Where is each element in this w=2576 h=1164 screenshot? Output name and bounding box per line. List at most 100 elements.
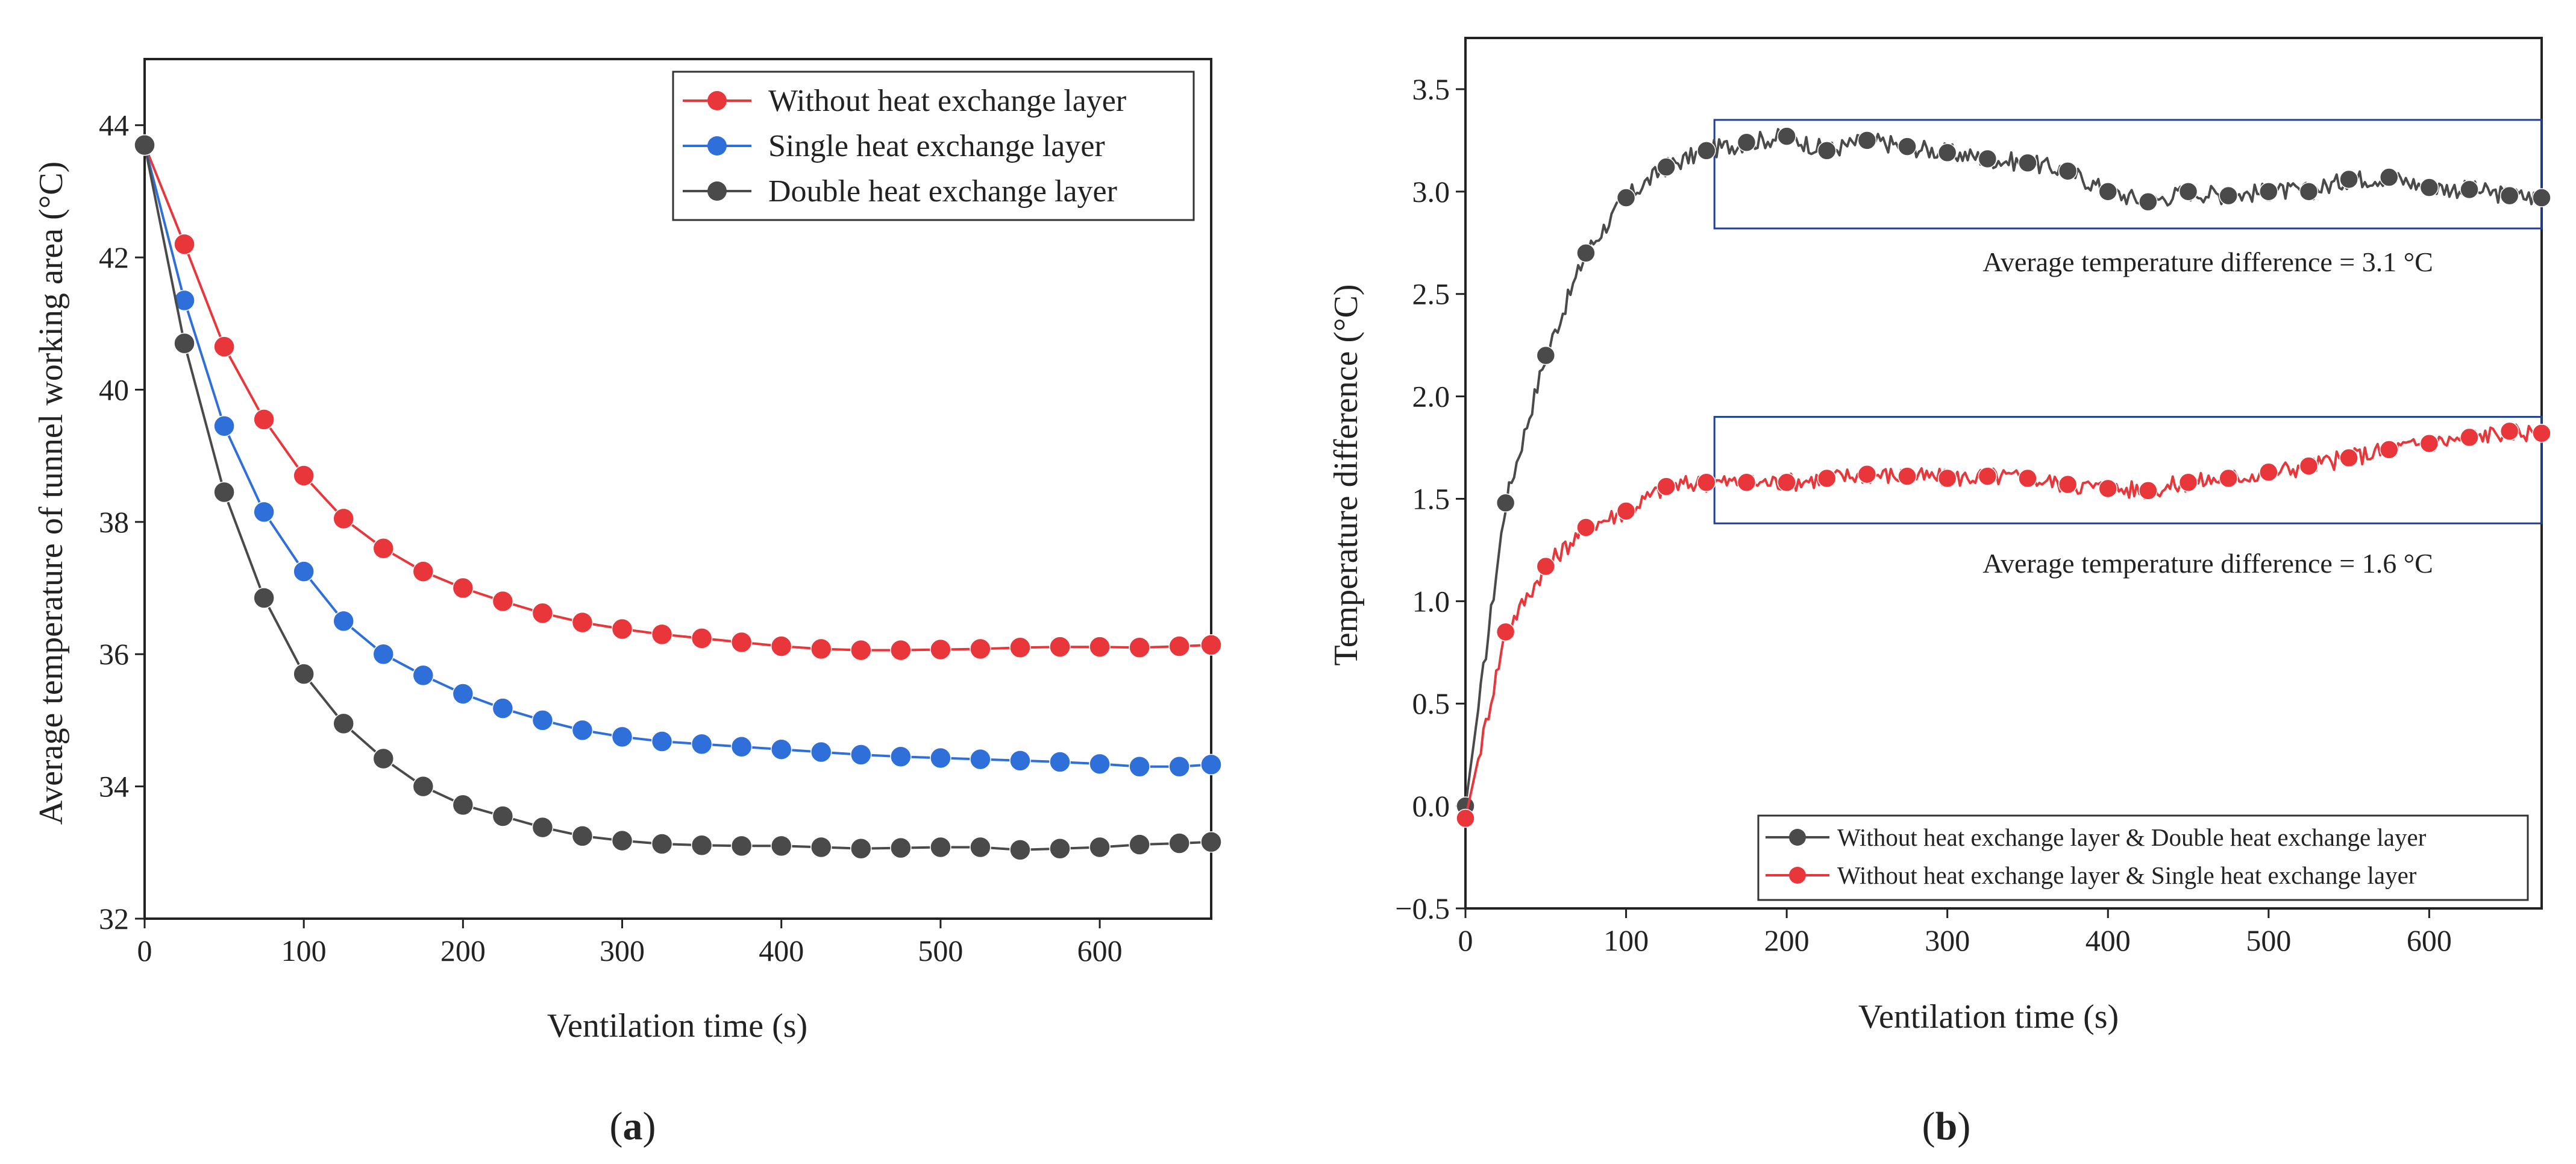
b-plot-series-1-point-24	[2419, 178, 2439, 197]
a-plot-series-1-point-19	[890, 639, 912, 661]
b-plot-series-1-point-27	[2532, 188, 2551, 207]
legend-marker-double	[707, 181, 727, 201]
a-plot-series-3-point-18	[850, 837, 872, 860]
a-plot-series-2-point-16	[770, 738, 792, 760]
a-plot-axes-frame	[143, 58, 1212, 920]
b-plot-axes-frame	[1464, 37, 2543, 910]
a-plot-series-2-point-11	[571, 719, 594, 741]
a-plot-series-1-point-12	[611, 618, 633, 640]
a-plot-series-2-point-21	[970, 748, 991, 770]
a-plot-series-3-point-0	[134, 134, 155, 156]
b-plot-series-1-point-14	[2018, 153, 2037, 173]
a-plot-ytick-label-2: 36	[99, 637, 129, 671]
panel-a-chart: 0 100 200 300 400 500 600 32 34 36 38 40 42 44 Ventil…	[33, 58, 1222, 1148]
panel-a-legend: Without heat exchange layer Single heat …	[672, 71, 1195, 221]
a-plot-series-2-point-9	[492, 697, 514, 719]
b-plot-ytick-label-4: 1.5	[1412, 482, 1450, 515]
a-plot-series-1-point-15	[730, 631, 753, 653]
b-plot-series-2-point-23	[2380, 440, 2399, 459]
a-plot-series-1-point-3	[253, 409, 275, 430]
b-plot-ytick-label-7: 3.0	[1412, 175, 1450, 209]
b-plot-series-2-point-19	[2219, 468, 2238, 488]
b-plot-series-2-point-5	[1656, 477, 1676, 496]
b-plot-ytick-label-5: 2.0	[1412, 380, 1450, 414]
b-plot-series-1-point-11	[1898, 137, 1917, 156]
a-plot-series-2-point-18	[850, 744, 872, 766]
a-plot-series-1-point-1	[174, 233, 195, 255]
a-plot-xtick-label-3: 300	[600, 934, 645, 967]
b-plot-series-1-point-8	[1777, 127, 1796, 146]
a-plot-series-2-point-14	[691, 733, 713, 755]
b-plot-xtick-label-2: 200	[1764, 923, 1810, 957]
a-plot-xtick-label-0: 0	[137, 934, 152, 967]
panel-b-annotation-2: Average temperature difference = 1.6 °C	[1982, 548, 2433, 579]
a-plot-series-3-point-1	[174, 332, 195, 354]
b-plot-series-2-point-20	[2259, 462, 2278, 482]
panel-a-legend-label-3: Double heat exchange layer	[768, 174, 1117, 209]
a-plot-series-3-point-22	[1009, 839, 1031, 861]
a-plot-ytick-label-1: 34	[99, 770, 129, 804]
b-plot-series-1-line	[1464, 128, 2543, 807]
a-plot-series-2-point-19	[890, 746, 912, 768]
a-plot-series-1-point-10	[531, 602, 554, 624]
panel-b-legend-box	[1757, 814, 2529, 901]
b-plot-series-1-point-23	[2380, 168, 2399, 187]
b-plot-series-2-point-8	[1777, 473, 1796, 492]
a-plot-series-1-point-22	[1009, 637, 1031, 659]
a-plot-series-3-point-15	[730, 835, 753, 857]
a-plot-series-1-point-25	[1129, 637, 1150, 659]
a-plot-series-1-point-5	[333, 508, 354, 530]
b-plot-series-1-point-5	[1656, 157, 1676, 177]
panel-b-legend-label-1: Without heat exchange layer & Double hea…	[1837, 823, 2427, 851]
a-plot-xtick-label-5: 500	[918, 934, 963, 967]
b-plot-series-1-point-19	[2219, 186, 2238, 206]
b-plot-series-2-point-17	[2139, 481, 2158, 500]
a-plot-series-1-point-24	[1089, 636, 1111, 658]
a-plot-series-1-point-17	[810, 638, 832, 660]
b-plot-series-2-point-27	[2532, 423, 2551, 443]
a-plot-xtick-label-4: 400	[759, 934, 804, 967]
panel-b-label: (b)	[1922, 1104, 1971, 1148]
b-plot-ytick-label-8: 3.5	[1412, 72, 1450, 106]
b-plot-annotation-box-1	[1713, 119, 2543, 230]
a-plot-series-2-point-25	[1129, 755, 1150, 778]
panel-a-ylabel: Average temperature of tunnel working ar…	[33, 162, 70, 825]
a-plot-series-2-point-22	[1009, 750, 1031, 772]
b-plot-series-2-point-14	[2018, 468, 2037, 488]
a-plot-series-3-point-26	[1168, 832, 1190, 854]
panel-b-xlabel: Ventilation time (s)	[1858, 998, 2119, 1036]
a-plot-series-2-point-6	[372, 643, 395, 665]
a-plot-series-3-line	[143, 145, 1212, 851]
a-plot-series-2-line	[143, 145, 1212, 768]
b-plot-series-2-point-12	[1937, 468, 1957, 488]
panel-b-legend: Without heat exchange layer & Double hea…	[1757, 814, 2529, 901]
b-plot-series-1-point-13	[1978, 149, 1998, 169]
a-plot-series-1-point-8	[452, 577, 474, 599]
b-plot-series-1-point-15	[2058, 162, 2078, 181]
a-plot-xtick-label-1: 100	[281, 934, 327, 967]
a-plot-series-3-point-6	[372, 747, 395, 770]
b-plot-ytick-label-3: 1.0	[1412, 584, 1450, 618]
b-plot-ytick-label-0: −0.5	[1395, 892, 1450, 925]
a-plot-ytick-label-0: 32	[99, 902, 129, 936]
b-plot-series-1-point-21	[2299, 182, 2319, 201]
a-plot-series-3-point-10	[531, 816, 554, 838]
a-plot-series-3-point-13	[651, 833, 673, 855]
a-plot-series-3-point-9	[492, 805, 514, 827]
b-plot-series-1-point-9	[1817, 141, 1837, 160]
b-plot-series-2-point-7	[1737, 473, 1757, 492]
b-plot-xtick-label-5: 500	[2246, 923, 2291, 957]
b-plot-series-2-point-1	[1496, 622, 1515, 642]
a-plot-series-2-point-5	[333, 610, 354, 632]
b-plot-series-2-point-25	[2460, 427, 2479, 447]
b-plot-series-1-point-1	[1496, 493, 1515, 513]
a-plot-series-3-point-2	[213, 481, 235, 503]
b-plot-series-1-point-22	[2339, 169, 2358, 189]
b-plot-ytick-label-6: 2.5	[1412, 277, 1450, 311]
b-plot-series-2-point-13	[1978, 467, 1998, 486]
panel-a-label: (a)	[610, 1104, 656, 1148]
a-plot-series-2-point-10	[531, 709, 554, 731]
a-plot-series-3-point-14	[691, 834, 713, 856]
b-plot-series-2-point-21	[2299, 456, 2319, 476]
b-plot-ytick-label-1: 0.0	[1412, 789, 1450, 823]
